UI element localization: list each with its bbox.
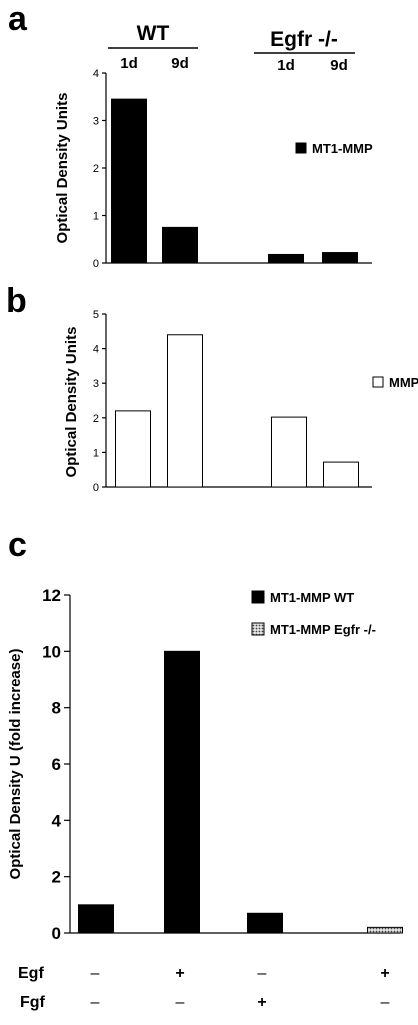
y-tick-label: 12 [42, 586, 61, 605]
y-tick-label: 3 [93, 378, 99, 390]
bar [367, 926, 403, 934]
y-tick-label: 4 [52, 811, 62, 830]
y-tick-label: 2 [52, 868, 61, 887]
legend-label: MT1-MMP WT [270, 590, 354, 605]
bar [268, 253, 304, 264]
y-tick-label: 10 [42, 642, 61, 661]
bar [247, 912, 283, 934]
egfr-header: Egfr -/- [270, 28, 338, 51]
condition-label: Egf [18, 965, 44, 982]
y-tick-label: 3 [93, 116, 99, 128]
legend-swatch [295, 142, 307, 154]
sub-label-wt-9d: 9d [171, 55, 189, 72]
y-tick-label: 2 [93, 163, 99, 175]
y-tick-label: 4 [93, 344, 99, 356]
condition-symbol: + [380, 965, 389, 982]
legend-label: MMP-2 [389, 375, 418, 390]
legend-label: MT1-MMP [312, 141, 373, 156]
bar [323, 461, 359, 488]
condition-symbol: – [91, 994, 100, 1011]
bar [322, 252, 358, 264]
chart-c: 0 2 4 6 8 10 12 Optical Density U (fold increas… [7, 586, 403, 1011]
chart-a: 0 1 2 3 4 Optical Density Units MT1-MMP [54, 68, 373, 270]
panel-c-letter: c [8, 526, 27, 564]
condition-symbol: + [257, 994, 266, 1011]
y-tick-label: 6 [52, 755, 61, 774]
legend-swatch [251, 590, 265, 604]
panel-a-letter: a [8, 0, 28, 38]
legend-label: MT1-MMP Egfr -/- [270, 622, 376, 637]
y-tick-label: 8 [52, 699, 61, 718]
bar [167, 334, 203, 488]
y-tick-label: 2 [93, 413, 99, 425]
y-axis-label: Optical Density Units [63, 327, 80, 478]
chart-b: 0 1 2 3 4 5 Optical Density Units MMP-2 [63, 309, 418, 494]
y-tick-label: 5 [93, 309, 99, 321]
sub-label-wt-1d: 1d [120, 55, 138, 72]
condition-symbol: – [91, 965, 100, 982]
y-tick-label: 0 [93, 258, 99, 270]
bar [111, 98, 147, 264]
legend-swatch [251, 622, 265, 636]
y-tick-label: 4 [93, 68, 99, 80]
sub-label-egfr-1d: 1d [277, 57, 295, 74]
panel-b-letter: b [6, 282, 27, 320]
condition-symbol: – [258, 965, 267, 982]
y-tick-label: 1 [93, 211, 99, 223]
bar [78, 904, 114, 934]
condition-symbol: – [381, 994, 390, 1011]
y-tick-label: 0 [93, 482, 99, 494]
condition-symbol: + [175, 965, 184, 982]
bar [115, 410, 151, 488]
condition-label: Fgf [20, 994, 46, 1011]
wt-header: WT [137, 22, 170, 45]
y-tick-label: 1 [93, 447, 99, 459]
sub-label-egfr-9d: 9d [330, 57, 348, 74]
bar [162, 226, 198, 264]
y-axis-label: Optical Density Units [54, 93, 71, 244]
y-tick-label: 0 [52, 924, 61, 943]
y-axis-label: Optical Density U (fold increase) [7, 649, 24, 880]
bar [164, 650, 200, 934]
legend-swatch [372, 376, 384, 388]
condition-symbol: – [176, 994, 185, 1011]
bar [271, 416, 307, 488]
